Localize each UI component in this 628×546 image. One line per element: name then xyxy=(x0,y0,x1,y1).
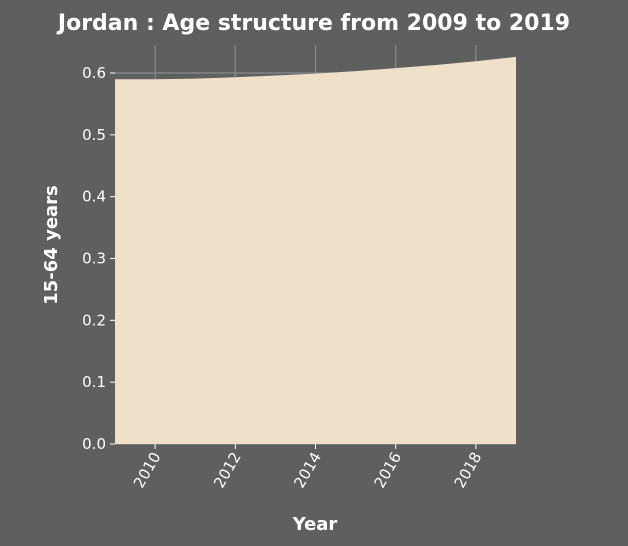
y-tick-label: 0.3 xyxy=(82,250,106,268)
y-tick-label: 0.5 xyxy=(82,126,106,144)
y-tick-label: 0.2 xyxy=(82,311,106,329)
y-tick-label: 0.0 xyxy=(82,435,106,453)
x-tick-label: 2012 xyxy=(210,449,245,491)
y-tick-label: 0.4 xyxy=(82,188,106,206)
x-tick-label: 2010 xyxy=(130,449,165,491)
chart-title: Jordan : Age structure from 2009 to 2019 xyxy=(56,11,570,36)
y-tick-label: 0.6 xyxy=(82,64,106,82)
y-tick-label: 0.1 xyxy=(82,373,106,391)
x-axis-label: Year xyxy=(292,514,338,535)
area-series xyxy=(115,56,516,445)
x-tick-label: 2018 xyxy=(451,449,486,491)
y-axis-label: 15-64 years xyxy=(41,185,62,305)
plot-area: 0.0 0.1 0.2 0.3 0.4 0.5 0.6 2010 2012 2014 2016 201… xyxy=(82,45,516,491)
x-tick-label: 2016 xyxy=(370,449,405,491)
x-tick-label: 2014 xyxy=(290,449,325,491)
